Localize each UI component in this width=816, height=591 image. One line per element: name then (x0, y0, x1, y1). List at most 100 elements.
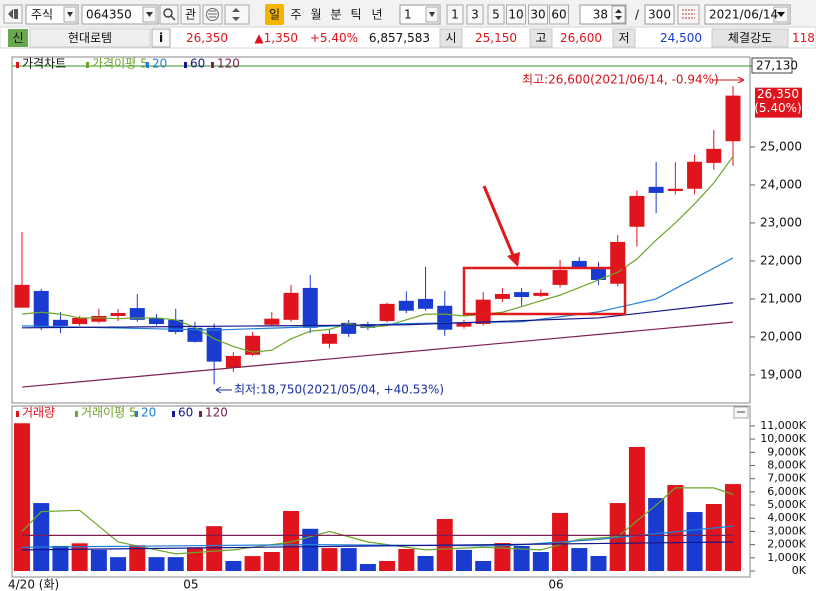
volume-bar (398, 548, 415, 571)
period-button[interactable]: 틱 (350, 8, 361, 22)
interval-button[interactable] (549, 4, 569, 25)
open: 25,150 (475, 31, 517, 45)
legend-swatch (211, 62, 214, 68)
interval-label: 30 (530, 8, 545, 22)
moving-average-line (21, 302, 734, 329)
y-tick-label: 4,000K (767, 511, 806, 524)
market-select[interactable] (25, 4, 79, 25)
legend-label[interactable]: 거래이평 5 (81, 406, 137, 420)
settings-button[interactable] (677, 4, 700, 25)
stock-code: 064350 (86, 8, 132, 22)
volume-bar (590, 555, 607, 571)
badge-box (8, 29, 28, 47)
interval-button[interactable] (506, 4, 526, 25)
candle-body (571, 260, 587, 268)
interval-button[interactable] (528, 4, 548, 25)
legend-label[interactable]: 가격차트 (22, 57, 66, 71)
legend-label[interactable]: 60 (178, 406, 193, 420)
rate: +5.40% (310, 31, 358, 45)
volume-bar (167, 557, 184, 571)
high-annotation: 최고:26,600(2021/06/14, -0.94%) (522, 73, 719, 87)
period-button[interactable]: 년 (371, 8, 382, 22)
date: 2021/06/14 (709, 8, 778, 22)
open-label-box (439, 28, 463, 48)
volume-bar (90, 549, 107, 571)
period-button[interactable]: 분 (330, 8, 341, 22)
toolbar-icon[interactable] (3, 4, 23, 24)
watch-button[interactable] (180, 4, 201, 25)
candle-body (225, 355, 241, 368)
max-input[interactable] (644, 4, 675, 25)
candle-body (245, 335, 261, 355)
volume-bar (263, 552, 280, 571)
count-input[interactable] (579, 4, 627, 25)
code-input[interactable] (81, 4, 159, 25)
legend-label[interactable]: 20 (152, 57, 167, 71)
y-tick-label: 10,000K (760, 432, 806, 445)
interval-button[interactable] (466, 4, 484, 25)
volume-bar (148, 557, 165, 571)
candle-body (302, 287, 318, 328)
candle-body (533, 292, 549, 296)
low-label: 저 (618, 31, 629, 45)
high-label-box (529, 28, 553, 48)
volume-bar (244, 556, 261, 571)
panel-button[interactable] (733, 406, 749, 419)
open-label: 시 (445, 31, 456, 45)
interval-select[interactable] (399, 4, 441, 25)
interval-button[interactable] (446, 4, 464, 25)
candle-body (437, 305, 453, 330)
candle-body (341, 322, 357, 334)
y-tick-label: 3,000K (767, 524, 806, 537)
moving-average-line (21, 156, 734, 353)
candle-body (321, 333, 337, 344)
separator: / (635, 8, 640, 22)
period-button[interactable]: 일 (269, 8, 280, 22)
badge: 신 (12, 31, 23, 45)
y-tick-label: 9,000K (767, 445, 806, 458)
interval-button[interactable] (487, 4, 505, 25)
volume-bar (475, 560, 492, 571)
x-tick-label: 05 (183, 578, 198, 591)
info-button[interactable] (151, 28, 171, 48)
date-input[interactable] (704, 4, 791, 25)
candle-body (610, 241, 626, 284)
y-tick-label: 1,000K (767, 551, 806, 564)
volume-bar (110, 557, 127, 571)
high-arrow (712, 76, 745, 84)
last-change: (5.40%) (754, 101, 801, 115)
legend-label[interactable]: 20 (141, 406, 156, 420)
y-tick-label: 5,000K (767, 498, 806, 511)
period-button[interactable]: 월 (310, 8, 321, 22)
search-button[interactable] (159, 4, 179, 25)
legend-swatch (86, 62, 89, 68)
candle-body (206, 327, 222, 362)
interval-label: 1 (451, 8, 459, 22)
y-tick-label: 8,000K (767, 458, 806, 471)
scroll-buttons[interactable] (224, 4, 250, 25)
legend-label[interactable]: 60 (190, 57, 205, 71)
strength-label-box (711, 28, 789, 48)
period-button[interactable]: 주 (290, 8, 301, 22)
last-price: 26,350 (757, 87, 799, 101)
volume-panel (11, 405, 751, 578)
price: 26,350 (186, 31, 228, 45)
period-selected (265, 4, 284, 25)
interval-label: 60 (551, 8, 566, 22)
candle-body (475, 299, 491, 325)
candle-body (379, 303, 395, 321)
volume-bar (417, 555, 434, 571)
legend-label[interactable]: 120 (217, 57, 240, 71)
max-count: 300 (648, 8, 671, 22)
moving-average-line (21, 257, 734, 331)
volume-bar (52, 545, 69, 571)
candle-body (687, 161, 703, 189)
legend-label[interactable]: 120 (205, 406, 228, 420)
link-button[interactable] (202, 4, 223, 25)
stock-name: 현대로템 (68, 31, 112, 45)
legend-label[interactable]: 거래량 (22, 406, 55, 420)
volume-bar (571, 548, 588, 571)
legend-label[interactable]: 가격이평 5 (92, 57, 148, 71)
y-tick-label: 27,130 (756, 59, 798, 73)
low-annotation: 최저:18,750(2021/05/04, +40.53%) (234, 383, 444, 397)
